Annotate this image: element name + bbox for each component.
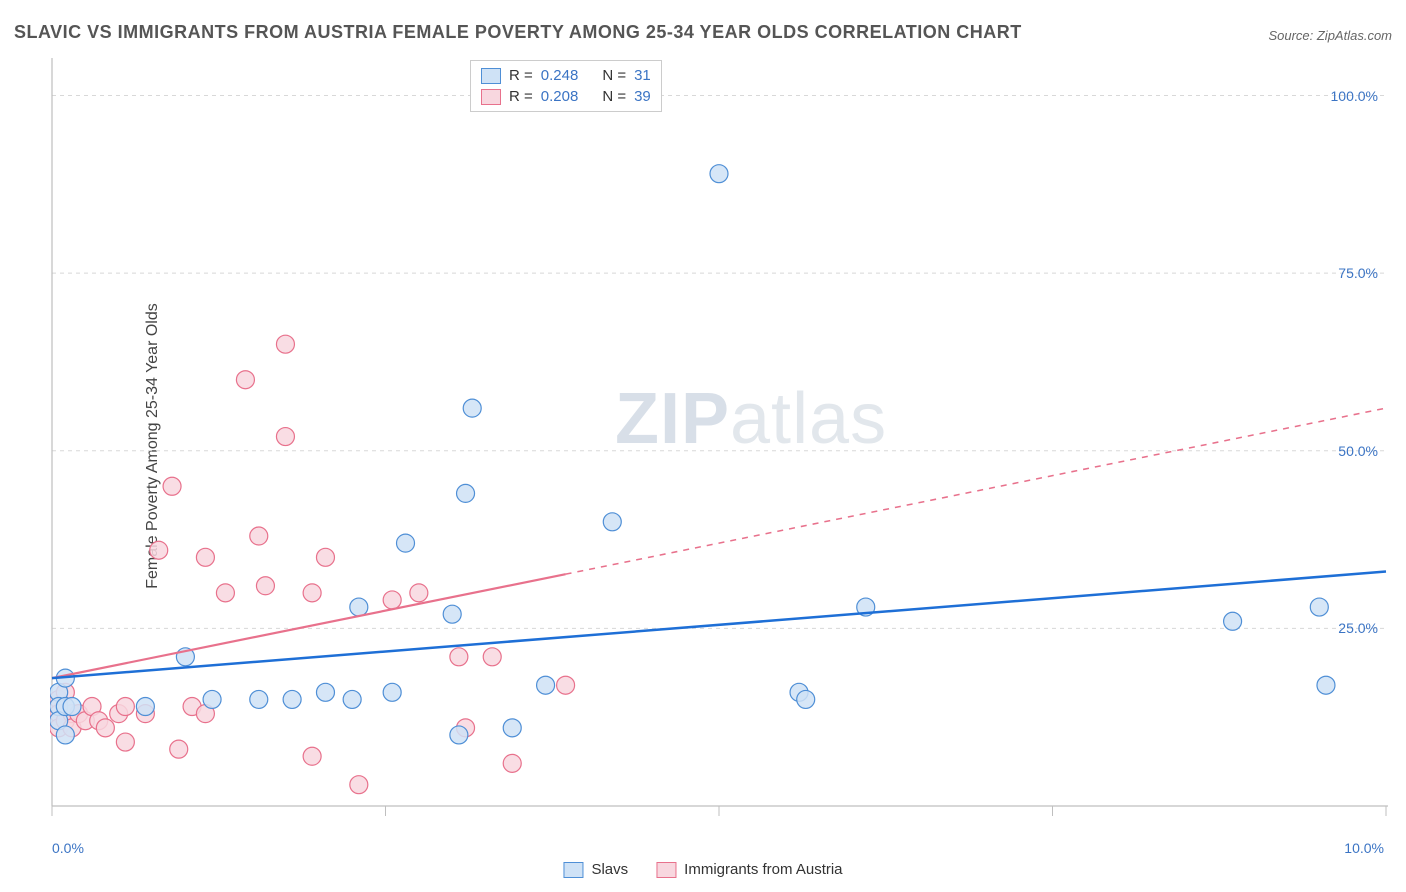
scatter-chart: { "title": "SLAVIC VS IMMIGRANTS FROM AU… <box>0 0 1406 892</box>
swatch-slavs-icon <box>563 862 583 878</box>
legend-item-austria: Immigrants from Austria <box>656 861 842 878</box>
n-value-austria: 39 <box>634 88 651 105</box>
stats-row-austria: R = 0.208 N = 39 <box>481 86 651 107</box>
swatch-slavs-icon <box>481 68 501 84</box>
swatch-austria-icon <box>656 862 676 878</box>
legend-label-slavs: Slavs <box>591 861 628 878</box>
y-tick-50: 50.0% <box>1338 443 1378 459</box>
source-label: Source: ZipAtlas.com <box>1268 28 1392 43</box>
chart-title: SLAVIC VS IMMIGRANTS FROM AUSTRIA FEMALE… <box>14 22 1022 43</box>
stats-row-slavs: R = 0.248 N = 31 <box>481 65 651 86</box>
n-value-slavs: 31 <box>634 67 651 84</box>
y-tick-25: 25.0% <box>1338 620 1378 636</box>
stats-box: R = 0.248 N = 31 R = 0.208 N = 39 <box>470 60 662 112</box>
swatch-austria-icon <box>481 89 501 105</box>
plot-area: ZIPatlas R = 0.248 N = 31 R = 0.208 N = … <box>50 58 1388 832</box>
x-tick-10: 10.0% <box>1344 840 1384 856</box>
r-label: R = <box>509 88 533 105</box>
r-value-austria: 0.208 <box>541 88 579 105</box>
r-label: R = <box>509 67 533 84</box>
legend-label-austria: Immigrants from Austria <box>684 861 842 878</box>
legend: Slavs Immigrants from Austria <box>563 861 842 878</box>
legend-item-slavs: Slavs <box>563 861 628 878</box>
n-label: N = <box>602 67 626 84</box>
scatter-svg <box>50 58 1388 832</box>
x-tick-0: 0.0% <box>52 840 84 856</box>
r-value-slavs: 0.248 <box>541 67 579 84</box>
n-label: N = <box>602 88 626 105</box>
y-tick-100: 100.0% <box>1331 88 1378 104</box>
y-tick-75: 75.0% <box>1338 265 1378 281</box>
